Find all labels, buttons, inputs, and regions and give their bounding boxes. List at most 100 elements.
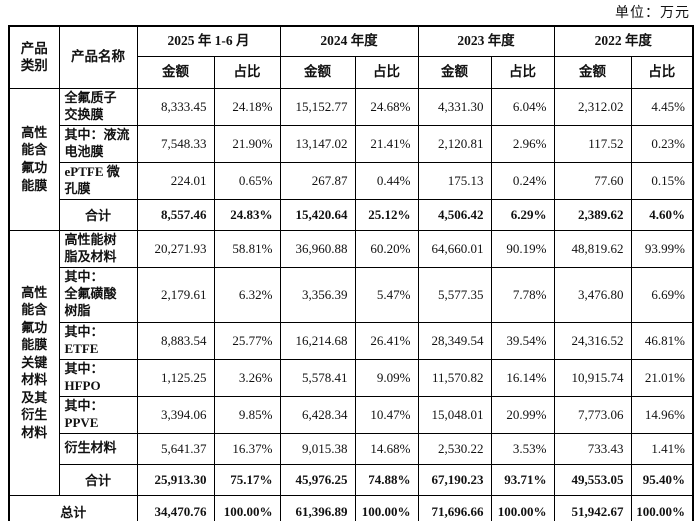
ratio-cell: 100.00% — [490, 494, 555, 521]
subtotal-row: 合计 25,913.30 75.17% 45,976.25 74.88% 67,… — [9, 463, 694, 496]
total-row: 总计 34,470.76 100.00% 61,396.89 100.00% 7… — [8, 494, 694, 521]
header-amount: 金额 — [417, 55, 492, 89]
ratio-cell: 3.26% — [213, 358, 281, 397]
header-amount: 金额 — [136, 55, 215, 89]
subtotal-label: 合计 — [58, 198, 138, 231]
subtotal-row: 合计 8,557.46 24.83% 15,420.64 25.12% 4,50… — [9, 198, 694, 231]
amount-cell: 4,331.30 — [417, 87, 492, 126]
ratio-cell: 93.71% — [490, 463, 555, 496]
amount-cell: 7,773.06 — [553, 395, 632, 434]
ratio-cell: 4.45% — [630, 87, 694, 126]
product-name-cell: ePTFE 微 孔膜 — [58, 161, 138, 200]
header-amount: 金额 — [553, 55, 632, 89]
amount-cell: 10,915.74 — [553, 358, 632, 397]
amount-cell: 20,271.93 — [136, 229, 215, 268]
ratio-cell: 14.96% — [630, 395, 694, 434]
header-period-2025: 2025 年 1-6 月 — [136, 25, 281, 57]
table-row: 其中：液流 电池膜 7,548.33 21.90% 13,147.02 21.4… — [9, 124, 694, 163]
amount-cell: 24,316.52 — [553, 321, 632, 360]
header-ratio: 占比 — [490, 55, 555, 89]
ratio-cell: 7.78% — [490, 266, 555, 323]
amount-cell: 16,214.68 — [279, 321, 356, 360]
ratio-cell: 0.23% — [630, 124, 694, 163]
amount-cell: 67,190.23 — [417, 463, 492, 496]
product-name-cell: 其中：液流 电池膜 — [58, 124, 138, 163]
amount-cell: 8,333.45 — [136, 87, 215, 126]
ratio-cell: 2.96% — [490, 124, 555, 163]
product-name-cell: 其中： 全氟磺酸 树脂 — [58, 266, 138, 323]
amount-cell: 51,942.67 — [553, 494, 632, 521]
product-name-cell: 其中： ETFE — [58, 321, 138, 360]
amount-cell: 13,147.02 — [279, 124, 356, 163]
ratio-cell: 25.77% — [213, 321, 281, 360]
amount-cell: 267.87 — [279, 161, 356, 200]
header-product-category: 产品 类别 — [8, 25, 60, 89]
ratio-cell: 58.81% — [213, 229, 281, 268]
amount-cell: 5,578.41 — [279, 358, 356, 397]
ratio-cell: 39.54% — [490, 321, 555, 360]
ratio-cell: 26.41% — [354, 321, 419, 360]
product-name-cell: 其中： PPVE — [58, 395, 138, 434]
amount-cell: 61,396.89 — [279, 494, 356, 521]
ratio-cell: 21.90% — [213, 124, 281, 163]
header-period-2024: 2024 年度 — [279, 25, 419, 57]
ratio-cell: 60.20% — [354, 229, 419, 268]
amount-cell: 1,125.25 — [136, 358, 215, 397]
ratio-cell: 0.65% — [213, 161, 281, 200]
ratio-cell: 74.88% — [354, 463, 419, 496]
amount-cell: 2,312.02 — [553, 87, 632, 126]
table-row: 高性 能含 氟功 能膜 关键 材料 及其 衍生 材料 高性能树 脂及材料 20,… — [8, 229, 694, 496]
amount-cell: 28,349.54 — [417, 321, 492, 360]
ratio-cell: 0.15% — [630, 161, 694, 200]
amount-cell: 6,428.34 — [279, 395, 356, 434]
table-row: 其中： PPVE 3,394.06 9.85% 6,428.34 10.47% … — [9, 395, 694, 434]
ratio-cell: 6.32% — [213, 266, 281, 323]
amount-cell: 3,356.39 — [279, 266, 356, 323]
header-period-2023: 2023 年度 — [417, 25, 555, 57]
ratio-cell: 93.99% — [630, 229, 694, 268]
ratio-cell: 100.00% — [213, 494, 281, 521]
ratio-cell: 0.44% — [354, 161, 419, 200]
amount-cell: 5,641.37 — [136, 432, 215, 465]
ratio-cell: 95.40% — [630, 463, 694, 496]
amount-cell: 175.13 — [417, 161, 492, 200]
amount-cell: 77.60 — [553, 161, 632, 200]
amount-cell: 15,420.64 — [279, 198, 356, 231]
header-ratio: 占比 — [354, 55, 419, 89]
table-row: 其中： 全氟磺酸 树脂 2,179.61 6.32% 3,356.39 5.47… — [9, 266, 694, 323]
unit-label: 单位：万元 — [615, 6, 690, 21]
ratio-cell: 75.17% — [213, 463, 281, 496]
subtotal-label: 合计 — [58, 463, 138, 496]
table-row: 高性 能含 氟功 能膜 全氟质子 交换膜 8,333.45 24.18% 15,… — [8, 87, 694, 231]
ratio-cell: 9.09% — [354, 358, 419, 397]
amount-cell: 3,394.06 — [136, 395, 215, 434]
header-row-periods: 产品 类别 产品名称 2025 年 1-6 月 2024 年度 2023 年度 … — [8, 25, 694, 89]
amount-cell: 45,976.25 — [279, 463, 356, 496]
amount-cell: 7,548.33 — [136, 124, 215, 163]
ratio-cell: 6.29% — [490, 198, 555, 231]
product-name-cell: 高性能树 脂及材料 — [58, 229, 138, 268]
ratio-cell: 3.53% — [490, 432, 555, 465]
ratio-cell: 90.19% — [490, 229, 555, 268]
ratio-cell: 5.47% — [354, 266, 419, 323]
ratio-cell: 100.00% — [354, 494, 419, 521]
ratio-cell: 21.41% — [354, 124, 419, 163]
ratio-cell: 14.68% — [354, 432, 419, 465]
category-cell-materials: 高性 能含 氟功 能膜 关键 材料 及其 衍生 材料 — [8, 229, 60, 496]
amount-cell: 71,696.66 — [417, 494, 492, 521]
ratio-cell: 4.60% — [630, 198, 694, 231]
ratio-cell: 21.01% — [630, 358, 694, 397]
header-ratio: 占比 — [630, 55, 694, 89]
ratio-cell: 1.41% — [630, 432, 694, 465]
ratio-cell: 100.00% — [630, 494, 694, 521]
product-name-cell: 全氟质子 交换膜 — [58, 87, 138, 126]
ratio-cell: 9.85% — [213, 395, 281, 434]
header-product-name: 产品名称 — [58, 25, 138, 89]
amount-cell: 2,120.81 — [417, 124, 492, 163]
revenue-breakdown-table: 产品 类别 产品名称 2025 年 1-6 月 2024 年度 2023 年度 … — [8, 25, 694, 521]
table-row: 其中： HFPO 1,125.25 3.26% 5,578.41 9.09% 1… — [9, 358, 694, 397]
ratio-cell: 16.37% — [213, 432, 281, 465]
product-name-cell: 其中： HFPO — [58, 358, 138, 397]
ratio-cell: 10.47% — [354, 395, 419, 434]
